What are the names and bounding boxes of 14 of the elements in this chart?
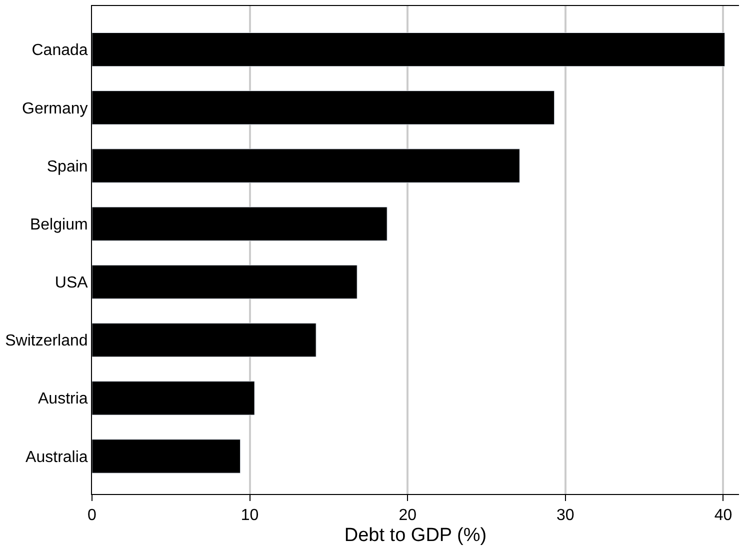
y-tick-label: Australia: [26, 448, 88, 466]
y-tick-label: Switzerland: [5, 332, 88, 350]
y-tick-label: Austria: [38, 390, 88, 408]
y-tick-label: Canada: [32, 42, 88, 60]
x-tick-label: 0: [88, 507, 97, 524]
x-tick-label: 40: [714, 507, 732, 524]
x-tick-label: 10: [240, 507, 259, 524]
y-tick-label: Spain: [46, 158, 88, 176]
x-axis-title: Debt to GDP (%): [344, 525, 487, 546]
y-tick-label: Germany: [22, 100, 88, 118]
x-tick-label: 30: [556, 507, 574, 524]
x-tick-label: 20: [398, 507, 417, 524]
y-tick-label: Belgium: [30, 216, 88, 234]
y-tick-label: USA: [54, 274, 88, 292]
